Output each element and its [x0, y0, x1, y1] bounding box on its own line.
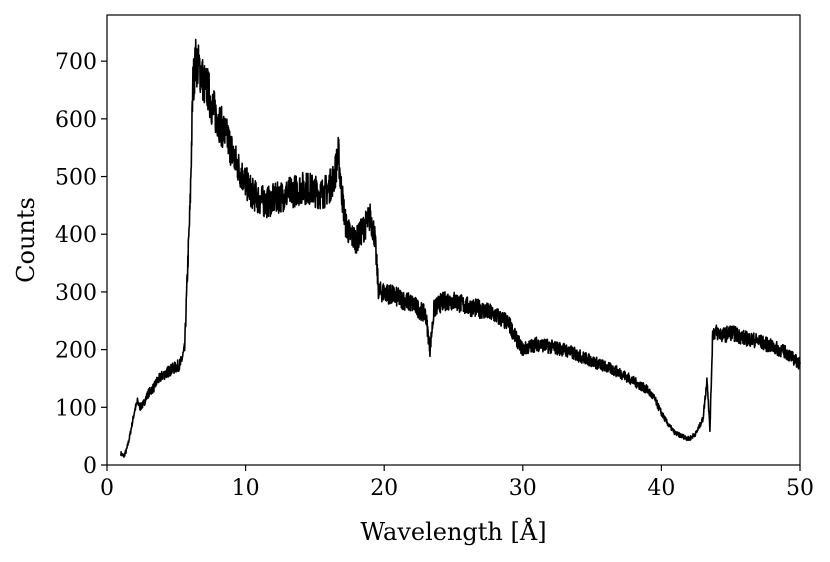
plot-background — [107, 15, 800, 465]
series-line — [120, 38, 801, 458]
y-tick-label: 400 — [55, 223, 97, 248]
y-tick-label: 300 — [55, 281, 97, 306]
x-tick-label: 10 — [232, 476, 260, 501]
x-tick-label: 50 — [786, 476, 814, 501]
y-tick-label: 0 — [83, 454, 97, 479]
series-layer — [120, 38, 801, 458]
x-tick-label: 30 — [509, 476, 537, 501]
x-tick-label: 20 — [370, 476, 398, 501]
y-axis: 0 100 200 300 400 500 600 700 — [55, 50, 107, 479]
y-tick-label: 200 — [55, 339, 97, 364]
y-tick-label: 700 — [55, 50, 97, 75]
x-axis: 0 10 20 30 40 50 — [100, 465, 814, 501]
y-tick-label: 500 — [55, 166, 97, 191]
x-axis-label: Wavelength [Å] — [360, 517, 546, 546]
x-tick-label: 0 — [100, 476, 114, 501]
plot-frame — [106, 14, 801, 466]
y-tick-label: 600 — [55, 108, 97, 133]
y-tick-label: 100 — [55, 396, 97, 421]
y-axis-label: Counts — [12, 197, 40, 283]
x-tick-label: 40 — [647, 476, 675, 501]
